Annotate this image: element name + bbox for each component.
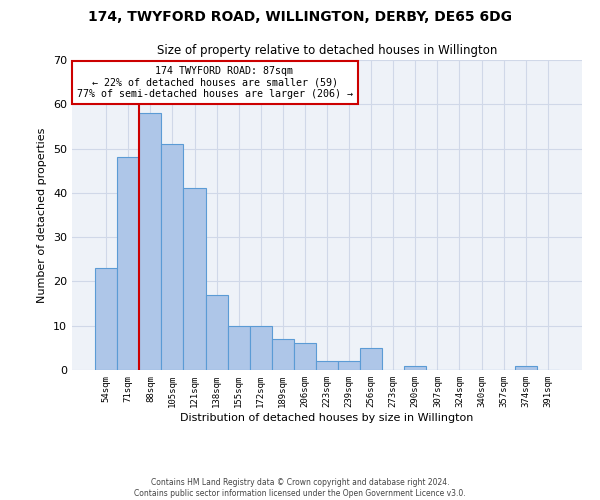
Bar	[95, 268, 117, 370]
X-axis label: Distribution of detached houses by size in Willington: Distribution of detached houses by size …	[181, 412, 473, 422]
Bar	[294, 344, 316, 370]
Bar	[272, 339, 294, 370]
Bar	[206, 294, 227, 370]
Bar	[117, 158, 139, 370]
Bar	[338, 361, 360, 370]
Bar	[360, 348, 382, 370]
Y-axis label: Number of detached properties: Number of detached properties	[37, 128, 47, 302]
Bar	[316, 361, 338, 370]
Bar	[227, 326, 250, 370]
Text: 174 TWYFORD ROAD: 87sqm
← 22% of detached houses are smaller (59)
77% of semi-de: 174 TWYFORD ROAD: 87sqm ← 22% of detache…	[77, 66, 353, 100]
Bar	[139, 113, 161, 370]
Bar	[184, 188, 206, 370]
Bar	[250, 326, 272, 370]
Text: 174, TWYFORD ROAD, WILLINGTON, DERBY, DE65 6DG: 174, TWYFORD ROAD, WILLINGTON, DERBY, DE…	[88, 10, 512, 24]
Bar	[515, 366, 537, 370]
Title: Size of property relative to detached houses in Willington: Size of property relative to detached ho…	[157, 44, 497, 58]
Bar	[161, 144, 184, 370]
Bar	[404, 366, 427, 370]
Text: Contains HM Land Registry data © Crown copyright and database right 2024.
Contai: Contains HM Land Registry data © Crown c…	[134, 478, 466, 498]
